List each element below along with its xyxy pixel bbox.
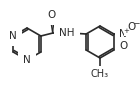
Text: −: − xyxy=(133,19,139,28)
Text: N: N xyxy=(23,55,31,65)
Text: CH₃: CH₃ xyxy=(91,69,109,79)
Text: +: + xyxy=(123,28,129,34)
Text: N: N xyxy=(119,29,127,39)
Text: NH: NH xyxy=(59,28,75,38)
Text: O: O xyxy=(128,22,136,32)
Text: O: O xyxy=(120,41,128,51)
Text: N: N xyxy=(9,31,17,41)
Text: O: O xyxy=(48,10,56,20)
